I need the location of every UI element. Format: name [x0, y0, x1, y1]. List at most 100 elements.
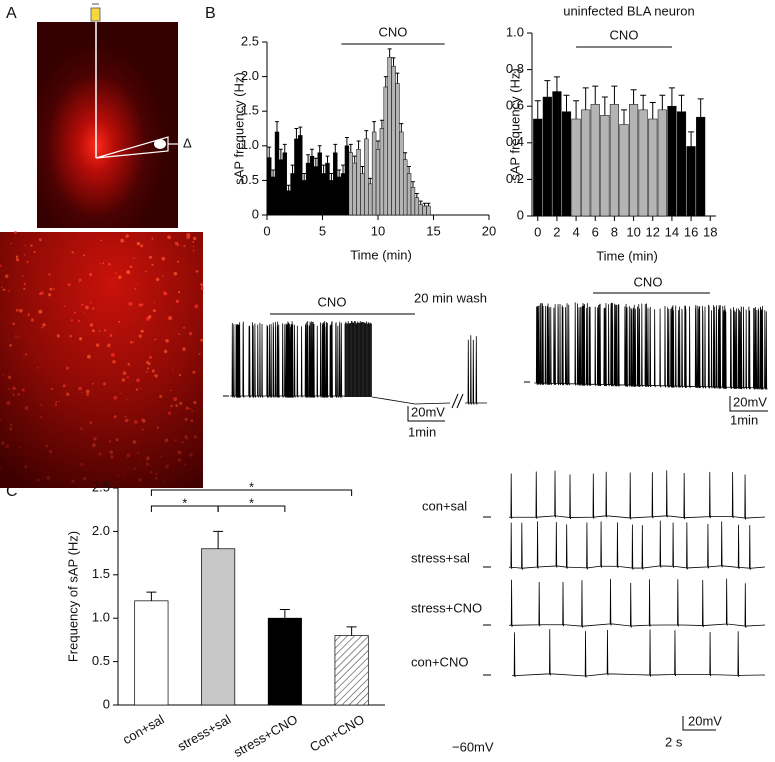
- cell-speckle: [200, 286, 204, 290]
- bar: [383, 86, 388, 216]
- cell-speckle: [78, 278, 82, 282]
- y-tick-label: 0: [252, 206, 259, 221]
- bar: [371, 131, 377, 216]
- cell-speckle: [200, 338, 204, 342]
- bar: [629, 104, 639, 217]
- error-bar: [267, 146, 272, 158]
- panel-label: C: [6, 483, 18, 500]
- error-bar: [649, 102, 656, 120]
- bar: [321, 173, 326, 216]
- error-bar: [422, 202, 427, 207]
- cell-speckle: [63, 305, 66, 307]
- cell-speckle: [8, 388, 11, 390]
- cell-speckle: [193, 236, 197, 241]
- cell-speckle: [126, 376, 130, 379]
- cell-speckle: [178, 291, 181, 294]
- cell-speckle: [81, 392, 83, 394]
- cell-speckle: [89, 323, 94, 327]
- error-bar: [348, 143, 353, 153]
- cell-speckle: [78, 281, 80, 283]
- break-mark: [451, 393, 464, 409]
- error-bar: [621, 109, 627, 125]
- cell-speckle: [15, 335, 17, 337]
- error-bar: [414, 193, 419, 198]
- cell-speckle: [2, 374, 4, 376]
- error-bar: [573, 100, 580, 120]
- scale-bar: [729, 396, 768, 412]
- bar: [134, 600, 169, 706]
- cell-speckle: [98, 330, 101, 332]
- error-bar: [275, 121, 279, 132]
- electrode-symbol: Δ: [183, 135, 192, 150]
- error-bar: [376, 140, 380, 150]
- voltage-trace: [508, 470, 766, 520]
- cell-speckle: [62, 384, 66, 388]
- cell-speckle: [174, 439, 177, 442]
- cell-speckle: [93, 483, 96, 486]
- cell-speckle: [0, 264, 2, 267]
- error-bar: [282, 143, 287, 153]
- cell-speckle: [103, 329, 107, 332]
- cell-speckle: [167, 411, 172, 415]
- error-bar: [659, 94, 666, 110]
- error-bar: [668, 87, 675, 107]
- slice-image: [0, 232, 203, 488]
- error-bar: [344, 136, 349, 146]
- y-tick-label: 2.5: [241, 33, 259, 48]
- cell-speckle: [177, 450, 182, 455]
- error-bar: [290, 164, 295, 174]
- error-bar: [352, 155, 357, 164]
- cell-speckle: [192, 370, 196, 374]
- cell-speckle: [177, 458, 182, 462]
- scale-voltage: 20mV: [733, 394, 767, 409]
- fluorescence-image: [37, 22, 178, 228]
- cell-speckle: [129, 265, 133, 269]
- cell-speckle: [128, 467, 130, 469]
- cell-speckle: [165, 464, 169, 469]
- significance-bracket: [150, 489, 353, 496]
- cell-speckle: [155, 277, 160, 282]
- scale-bar: [407, 406, 445, 422]
- y-tick-label: 1.0: [92, 610, 110, 625]
- x-tick-label: 20: [482, 223, 496, 238]
- cell-speckle: [89, 273, 93, 276]
- x-axis-label: Time (min): [596, 248, 658, 263]
- annotation-label: CNO: [610, 27, 639, 42]
- cell-speckle: [86, 393, 89, 396]
- bar: [581, 109, 591, 217]
- cell-speckle: [42, 476, 44, 478]
- cell-speckle: [177, 244, 179, 247]
- x-tick-label: 12: [646, 224, 660, 239]
- x-tick-label: 8: [611, 224, 618, 239]
- bar: [282, 152, 287, 216]
- cell-speckle: [1, 286, 3, 288]
- cell-speckle: [182, 326, 186, 329]
- bar: [290, 173, 295, 216]
- bar: [334, 635, 369, 706]
- cell-speckle: [48, 449, 53, 454]
- cell-speckle: [189, 408, 192, 410]
- cell-speckle: [141, 428, 144, 431]
- error-bar: [302, 172, 307, 181]
- cell-speckle: [9, 427, 13, 431]
- error-bar: [346, 626, 357, 636]
- cell-speckle: [45, 444, 49, 448]
- cell-speckle: [148, 355, 153, 359]
- bar: [403, 159, 408, 216]
- cell-speckle: [115, 272, 117, 275]
- error-bar: [325, 155, 330, 164]
- bar: [352, 162, 357, 216]
- cell-speckle: [30, 244, 33, 247]
- cell-speckle: [5, 274, 9, 278]
- error-bar: [368, 177, 373, 184]
- bar: [368, 183, 373, 216]
- cell-speckle: [186, 235, 191, 240]
- bar: [600, 115, 610, 217]
- cell-speckle: [87, 354, 91, 359]
- cell-speckle: [4, 446, 7, 449]
- cell-speckle: [48, 293, 52, 297]
- scale-voltage: 20mV: [688, 713, 722, 728]
- cell-speckle: [126, 453, 131, 458]
- error-bar: [678, 94, 685, 112]
